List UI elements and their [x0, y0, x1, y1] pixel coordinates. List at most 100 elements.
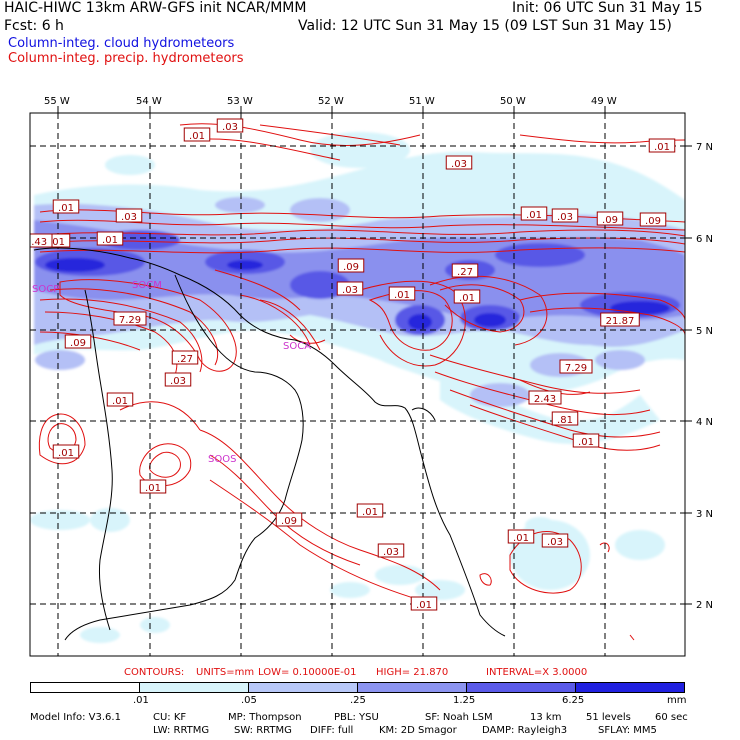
model-info-item: 60 sec: [655, 712, 688, 723]
colorbar-cell: [248, 682, 358, 693]
contour-label: .27: [451, 263, 479, 278]
lon-label: 52 W: [318, 96, 344, 107]
contour-label-text: .01: [102, 235, 118, 246]
contour-label: .03: [216, 118, 244, 133]
contour-label-text: .01: [416, 600, 432, 611]
contour-label: .09: [64, 334, 92, 349]
lat-label: 3 N: [696, 509, 713, 520]
contour-low: LOW= 0.10000E-01: [258, 667, 357, 678]
contour-label-text: 21.87: [606, 316, 635, 327]
colorbar-tick: 6.25: [562, 695, 585, 706]
map-area: .03 .01 .03 .01 .01 .03 .01 .03 .01 .09 .09 .09 .27.…: [30, 113, 685, 656]
model-info-item: KM: 2D Smagor: [379, 725, 457, 736]
contour-label-text: 7.29: [119, 315, 141, 326]
contour-label-text: .09: [281, 516, 297, 527]
contour-label-text: .09: [645, 216, 661, 227]
contour-label-text: .01: [112, 396, 128, 407]
contour-label: .01: [106, 392, 134, 407]
contour-label: .01: [520, 206, 548, 221]
contour-label: 2.43: [30, 233, 53, 248]
graticule: [30, 113, 685, 656]
colorbar-unit: mm: [667, 695, 687, 706]
colorbar-cell: [139, 682, 249, 693]
contour-label: .09: [337, 258, 365, 273]
contour-label-text: .01: [58, 203, 74, 214]
contour-label-text: .03: [383, 547, 399, 558]
contour-label: 7.29: [559, 359, 593, 374]
field-label-cloud: Column-integ. cloud hydrometeors: [8, 36, 235, 51]
lat-label: 6 N: [696, 234, 713, 245]
contour-label-text: .01: [189, 131, 205, 142]
contour-label: .03: [377, 543, 405, 558]
contour-label: .01: [52, 444, 80, 459]
colorbar-tick: .05: [241, 695, 257, 706]
colorbar-cell: [466, 682, 576, 693]
colorbar-tick: .25: [350, 695, 366, 706]
contour-info-label: CONTOURS:: [124, 667, 185, 678]
contour-label: .01: [52, 199, 80, 214]
model-info-item: LW: RRTMG: [153, 725, 210, 736]
contour-label-text: .01: [459, 293, 475, 304]
colorbar-tick: .01: [133, 695, 149, 706]
valid-time: Valid: 12 UTC Sun 31 May 15 (09 LST Sun …: [298, 18, 672, 34]
model-info-item: SW: RRTMG: [234, 725, 292, 736]
contour-label: .03: [336, 281, 364, 296]
colorbar-cell: [30, 682, 140, 693]
contour-label: .09: [275, 512, 303, 527]
contour-label: .03: [541, 533, 569, 548]
contour-label: .03: [164, 372, 192, 387]
contour-label-text: .01: [145, 483, 161, 494]
contour-label: .01: [96, 231, 124, 246]
model-info-item: SF: Noah LSM: [425, 712, 493, 723]
init-time: Init: 06 UTC Sun 31 May 15: [512, 0, 703, 16]
contour-label-text: .01: [394, 290, 410, 301]
contour-interval: INTERVAL=X 3.0000: [486, 667, 588, 678]
contour-label-text: .09: [602, 215, 618, 226]
forecast-hour: Fcst: 6 h: [4, 18, 64, 34]
map-frame: [29, 112, 686, 657]
contour-high: HIGH= 21.870: [376, 667, 449, 678]
contour-label-text: .03: [557, 212, 573, 223]
contour-label: .01: [648, 138, 676, 153]
contour-label: .81: [551, 411, 579, 426]
contour-label-text: .03: [451, 159, 467, 170]
model-info-item: PBL: YSU: [334, 712, 379, 723]
model-info-item: MP: Thompson: [228, 712, 302, 723]
contour-label: .27: [171, 350, 199, 365]
contour-label: 2.43: [528, 390, 562, 405]
contour-label-text: 7.29: [565, 363, 587, 374]
contour-label-text: .01: [654, 142, 670, 153]
lon-label: 49 W: [591, 96, 617, 107]
lon-label: 54 W: [136, 96, 162, 107]
contour-label-text: .09: [70, 338, 86, 349]
longitude-labels: 55 W 54 W 53 W 52 W 51 W 50 W 49 W: [44, 96, 617, 107]
lat-label: 7 N: [696, 142, 713, 153]
contour-label: .01: [572, 433, 600, 448]
station-label: SOCP: [32, 284, 59, 295]
model-info-item: 51 levels: [586, 712, 631, 723]
model-info-item: SFLAY: MM5: [598, 725, 657, 736]
contour-labels: .03 .01 .03 .01 .01 .03 .01 .03 .01 .09 .09 .09 .27.…: [30, 118, 676, 611]
contour-label-text: .01: [513, 533, 529, 544]
contour-label-text: .27: [177, 354, 193, 365]
field-label-precip: Column-integ. precip. hydrometeors: [8, 51, 244, 66]
contour-label: .03: [445, 155, 473, 170]
lat-label: 2 N: [696, 600, 713, 611]
coastline: [33, 247, 506, 641]
contour-label: .09: [639, 212, 667, 227]
contour-label-text: .01: [526, 210, 542, 221]
station-label: SOOS: [208, 454, 236, 465]
colorbar-cell: [575, 682, 685, 693]
contour-label-text: .01: [58, 448, 74, 459]
axis-ticks: [57, 106, 692, 605]
contour-label-text: .03: [170, 376, 186, 387]
contour-label-text: .03: [222, 122, 238, 133]
contour-label: .01: [183, 127, 211, 142]
lon-label: 51 W: [409, 96, 435, 107]
contour-label-text: .01: [49, 237, 65, 248]
contour-label: .03: [551, 208, 579, 223]
contour-label: 7.29: [113, 311, 147, 326]
model-info-item: 13 km: [530, 712, 562, 723]
lat-label: 4 N: [696, 417, 713, 428]
contour-label: .01: [356, 503, 384, 518]
